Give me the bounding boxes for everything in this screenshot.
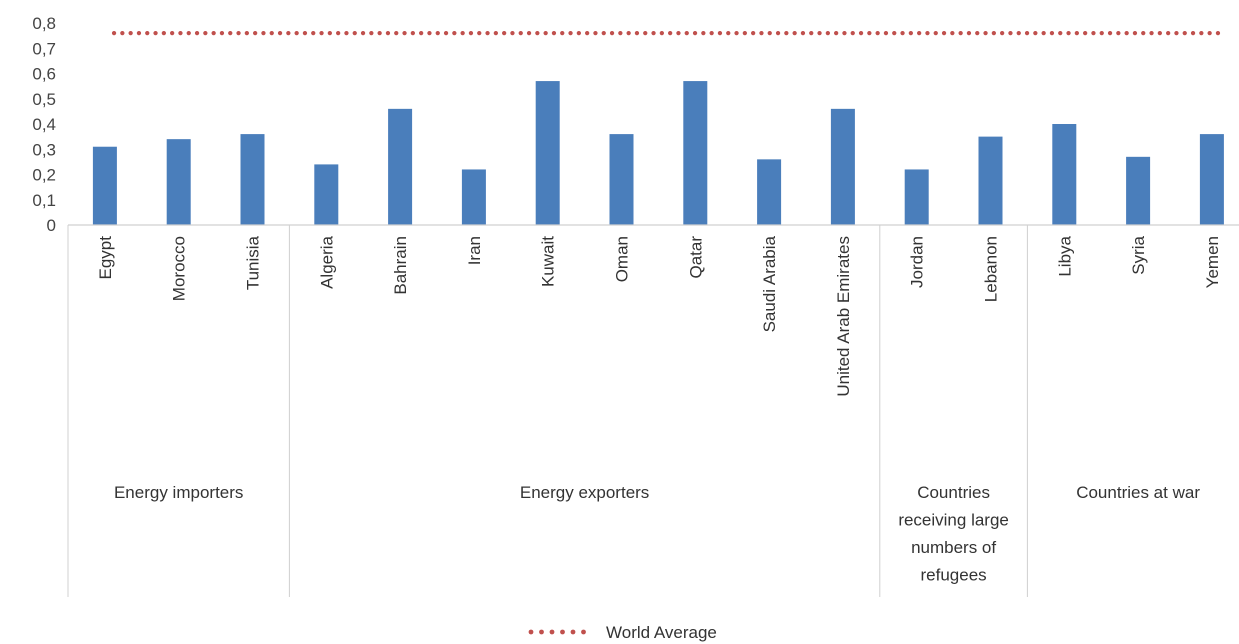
group-label: Energy importers [114,483,243,502]
group-label: Countries at war [1076,483,1200,502]
y-tick-label: 0,7 [32,39,56,58]
bar [904,169,929,225]
category-label: Morocco [170,236,189,301]
category-label: Saudi Arabia [760,235,779,332]
bar [1199,134,1224,225]
y-tick-label: 0,6 [32,65,56,84]
bar [609,134,634,225]
bar [830,108,855,225]
bar [757,159,782,225]
category-label: United Arab Emirates [834,236,853,397]
group-label: Countries receiving large numbers of refuge… [898,483,1009,585]
y-tick-label: 0,2 [32,166,56,185]
category-label: Qatar [686,236,705,279]
y-tick-label: 0,4 [32,115,56,134]
legend-dot [539,629,544,635]
legend-dot [528,629,534,635]
axes [67,224,1239,597]
legend-marker [528,629,586,635]
category-label: Egypt [96,236,115,280]
legend-dot [581,629,586,635]
category-label: Tunisia [244,235,263,290]
y-tick-label: 0 [47,216,56,235]
group-labels: Energy importers Energy exporters Countrie… [114,483,1200,585]
y-tick-label: 0,5 [32,90,56,109]
legend-label: World Average [606,623,717,642]
bar [683,81,708,225]
legend-dot [570,629,576,635]
legend: World Average [528,623,717,642]
bar [388,108,413,225]
bar [314,164,339,225]
category-label: Jordan [908,236,927,288]
bar [461,169,486,225]
category-label: Iran [465,236,484,265]
bar [1052,124,1077,225]
y-tick-label: 0,1 [32,191,56,210]
legend-dot [560,629,565,635]
category-label: Yemen [1203,236,1222,288]
y-tick-label: 0,3 [32,140,56,159]
bar [1126,156,1151,225]
category-label: Lebanon [982,236,1001,302]
bar [240,134,265,225]
bar [166,139,191,225]
bar [92,146,117,225]
y-tick-label: 0,8 [32,14,56,33]
category-label: Kuwait [539,236,558,287]
category-label: Bahrain [391,236,410,295]
category-label: Oman [613,236,632,282]
category-label: Syria [1129,235,1148,274]
bar [978,136,1003,225]
bar [535,81,560,225]
bars [92,81,1224,225]
y-axis-ticks: 0 0,1 0,2 0,3 0,4 0,5 0,6 0,7 0,8 [32,14,56,235]
category-label: Algeria [317,235,336,288]
legend-dot [549,629,555,635]
group-label: Energy exporters [520,483,649,502]
category-labels: Egypt Morocco Tunisia Algeria Bahrain Iran Kuw… [96,235,1222,396]
category-label: Libya [1055,235,1074,276]
